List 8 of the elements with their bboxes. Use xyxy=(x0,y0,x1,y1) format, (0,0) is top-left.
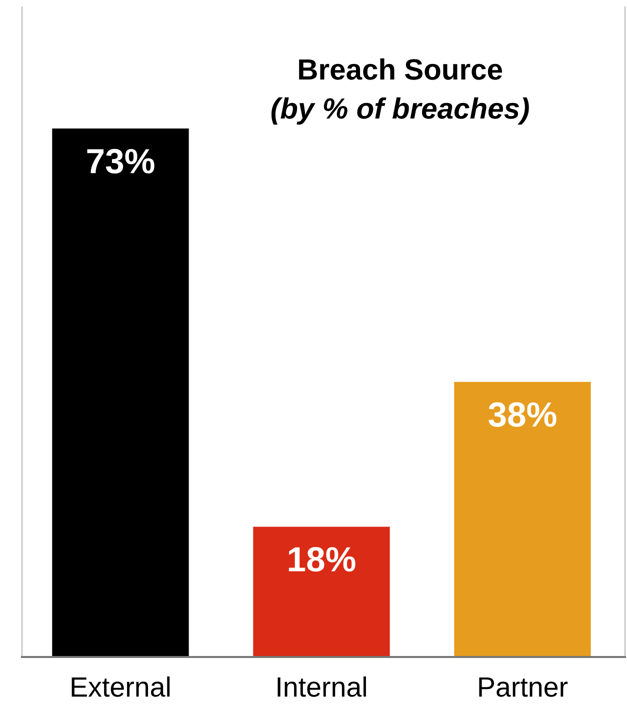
data-label: 38% xyxy=(488,402,556,427)
x-tick-label: External xyxy=(72,676,170,697)
x-tick-label: Internal xyxy=(278,676,366,697)
x-tick-label: Partner xyxy=(479,677,568,697)
chart-title: Breach Source xyxy=(299,58,502,80)
data-label: 73% xyxy=(87,148,154,174)
chart-subtitle: (by % of breaches) xyxy=(271,97,529,125)
data-label: 18% xyxy=(288,547,356,572)
